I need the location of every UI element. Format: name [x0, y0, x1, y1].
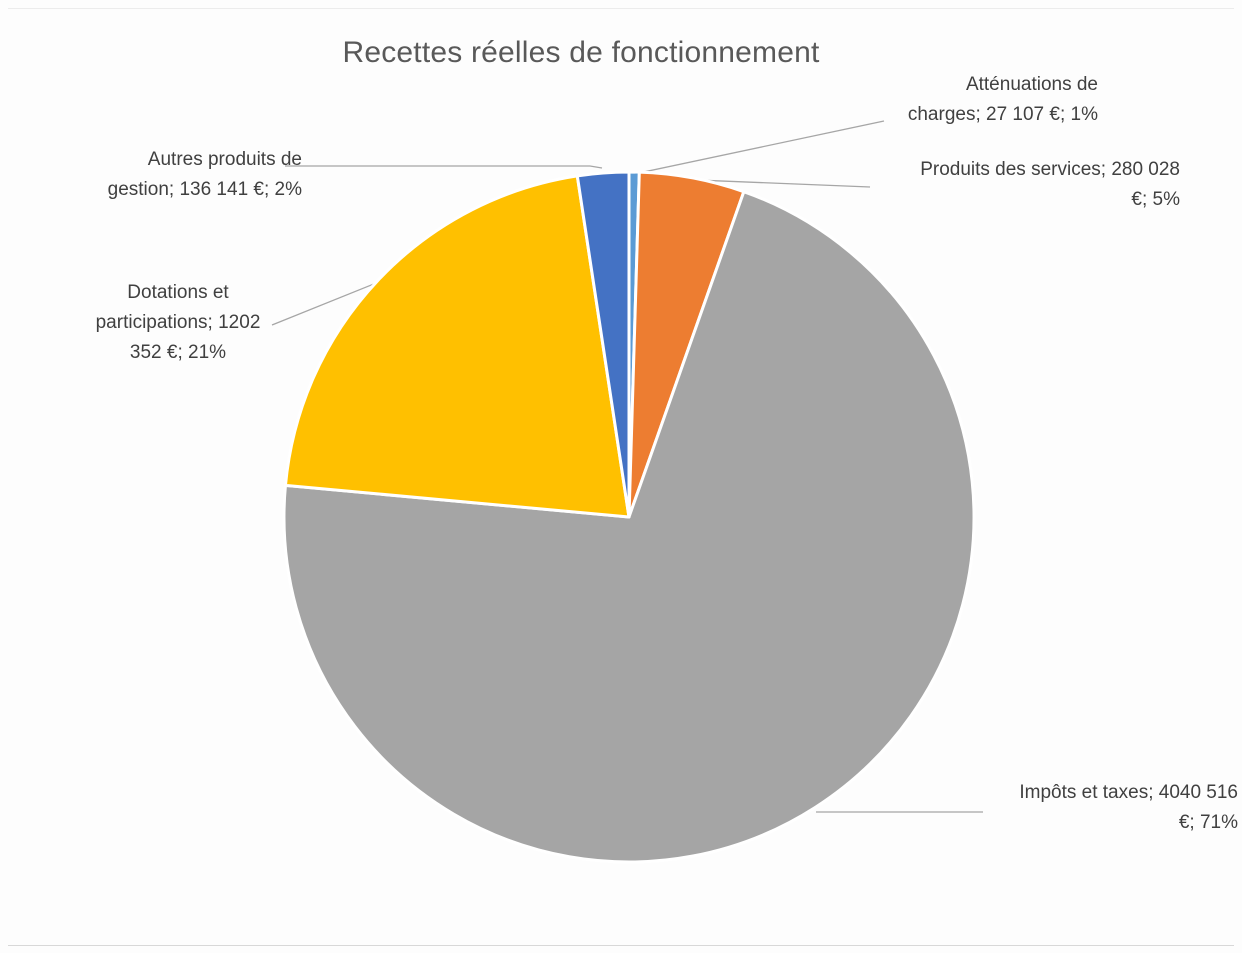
leader-line-5	[285, 165, 603, 169]
chart-frame	[8, 8, 1234, 946]
pie-slices	[282, 170, 976, 864]
leader-line-2	[691, 179, 871, 188]
data-label-attenuations: Atténuations de charges; 27 107 €; 1%	[907, 74, 1098, 125]
data-label-dotations: Dotations et participations; 1202 352 €;…	[95, 282, 261, 363]
leader-line-1	[633, 120, 885, 175]
data-label-impots-taxes: Impôts et taxes; 4040 516 €; 71%	[1019, 782, 1238, 833]
leader-line-4	[271, 281, 380, 326]
leader-lines	[271, 120, 983, 813]
slice-impots-taxes	[282, 190, 976, 864]
data-label-autres-produits: Autres produits de gestion; 136 141 €; 2…	[107, 149, 302, 200]
chart-title: Recettes réelles de fonctionnement	[342, 36, 820, 69]
slice-dotations	[283, 174, 631, 519]
data-label-produits-services: Produits des services; 280 028 €; 5%	[920, 159, 1180, 210]
slice-autres-produits	[575, 170, 631, 519]
